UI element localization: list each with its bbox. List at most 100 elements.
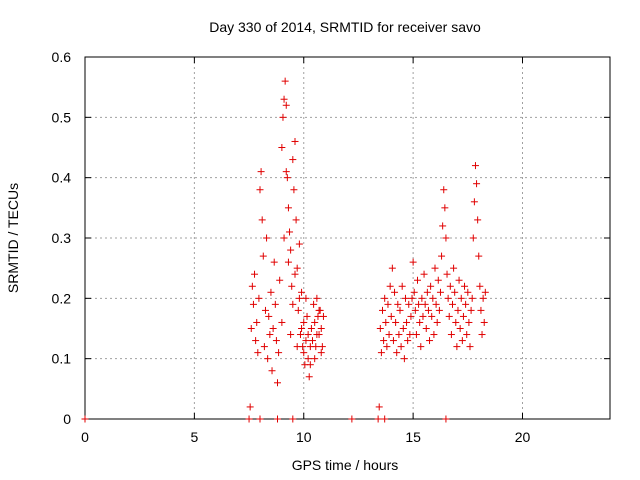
data-point [307,325,315,332]
data-point [264,355,272,363]
data-point [456,325,464,332]
y-tick-label: 0.4 [52,170,72,186]
data-point [274,415,281,423]
data-point [257,168,265,176]
data-point [318,343,326,351]
data-point [423,288,431,296]
data-point [393,349,401,357]
data-point [287,246,295,254]
data-point [374,415,382,423]
data-point [315,306,323,314]
data-point [445,312,453,320]
data-point [381,294,389,302]
data-point [381,415,389,423]
data-point [434,276,442,284]
data-point [348,415,356,423]
data-point [384,300,392,308]
data-point [421,300,429,308]
data-point [422,325,430,332]
data-point [289,300,297,308]
data-point [302,337,310,345]
x-tick-label: 5 [190,429,198,445]
data-point [278,318,286,326]
data-point [415,300,423,308]
data-point [309,337,316,345]
data-point [414,276,421,284]
x-tick-label: 10 [296,429,312,445]
data-point [282,168,290,176]
data-point [274,379,281,387]
data-point [439,222,447,230]
data-point [387,312,395,320]
data-point [379,306,386,314]
data-point [418,294,426,302]
data-point [467,306,475,314]
x-axis-label: GPS time / hours [292,457,399,473]
data-point [431,264,439,272]
data-point [278,144,286,151]
data-point [449,300,456,308]
y-tick-label: 0.2 [52,290,72,306]
data-point [256,415,264,423]
data-point [276,276,284,284]
data-point [292,216,300,224]
data-point [452,318,460,326]
data-point [432,300,440,308]
data-point [249,300,257,308]
data-point [255,294,263,302]
data-point [251,270,259,278]
data-point [280,234,288,242]
data-point [408,294,416,302]
data-point [406,331,414,339]
data-point [261,306,269,314]
data-point [426,337,434,345]
data-point [265,312,273,320]
data-point [441,204,449,212]
y-axis-label: SRMTID / TECUs [5,183,21,293]
data-point [447,331,455,339]
y-tick-label: 0.3 [52,230,72,246]
data-point [400,355,408,363]
data-point [286,228,294,236]
data-point [272,337,280,345]
data-point [478,331,486,339]
data-point [248,282,256,290]
data-point [457,294,465,302]
data-point [395,331,403,339]
data-point [411,306,419,314]
data-point [317,349,325,357]
data-point [442,234,450,242]
data-point [81,415,89,423]
data-point [382,318,390,326]
data-point [317,325,325,332]
data-point [401,294,409,302]
data-point [474,216,482,224]
data-point [392,318,400,326]
data-point [303,312,311,320]
data-point [430,331,438,339]
x-tick-label: 20 [515,429,531,445]
data-point [436,288,444,296]
data-point [428,312,436,320]
data-point [435,306,443,314]
data-point [293,264,301,272]
data-point [311,318,319,326]
data-point [263,234,271,242]
data-point [429,294,437,302]
data-point [403,318,411,326]
data-point [468,294,476,302]
data-point [420,270,428,278]
data-point [281,77,289,85]
data-point [270,258,278,266]
x-tick-label: 15 [405,429,421,445]
data-point [388,264,396,272]
data-point [377,349,385,357]
data-point [268,367,276,375]
data-point [287,331,295,339]
data-point [433,318,441,326]
data-point [312,343,320,351]
data-point [295,294,303,302]
data-point [389,337,397,345]
data-point [289,415,297,423]
